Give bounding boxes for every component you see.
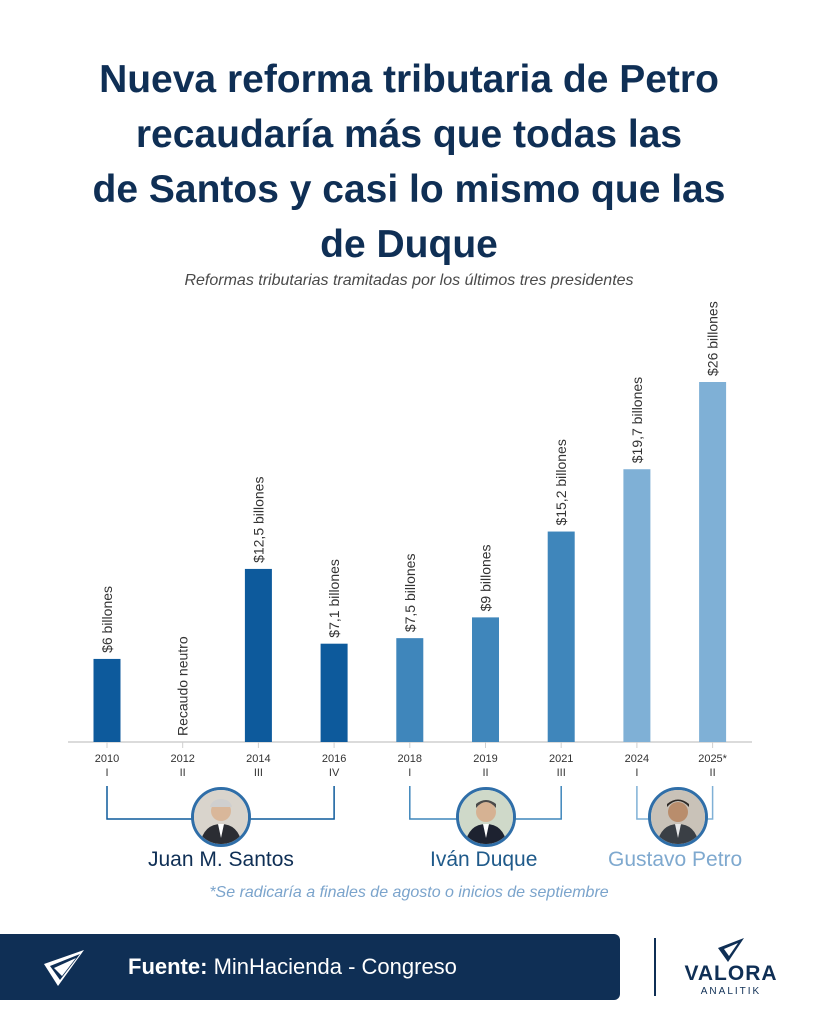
source-label: Fuente: <box>128 954 208 979</box>
brand-sub: ANALITIK <box>700 986 762 997</box>
x-tick-numeral: II <box>710 767 716 779</box>
logo-icon <box>44 950 84 986</box>
title-line: de Santos y casi lo mismo que las <box>92 168 726 211</box>
bar <box>623 469 651 742</box>
title-line: Nueva reforma tributaria de Petro <box>99 58 719 101</box>
duque-label: Iván Duque <box>430 848 538 871</box>
footer-divider <box>654 938 656 996</box>
source-value: MinHacienda - Congreso <box>213 954 457 979</box>
x-tick-numeral: I <box>105 767 108 779</box>
x-tick-numeral: IV <box>329 767 340 779</box>
bar <box>93 658 121 742</box>
santos-avatar <box>191 787 251 847</box>
title-line: de Duque <box>320 223 498 266</box>
bar <box>699 382 727 742</box>
footnote: *Se radicaría a finales de agosto o inic… <box>209 884 609 901</box>
bar-data-label: $15,2 billones <box>553 439 569 525</box>
bar-data-label: Recaudo neutro <box>175 636 191 736</box>
chart-subtitle: Reformas tributarias tramitadas por los … <box>184 272 634 289</box>
x-tick-numeral: II <box>482 767 488 779</box>
bar-data-label: $6 billones <box>99 586 115 653</box>
x-tick-label: 2024 <box>625 753 649 765</box>
x-tick-label: 2025* <box>698 753 727 765</box>
bar-data-label: $9 billones <box>478 544 494 611</box>
x-tick-label: 2016 <box>322 753 346 765</box>
x-tick-label: 2014 <box>246 753 270 765</box>
bar-data-label: $12,5 billones <box>250 477 266 563</box>
x-tick-numeral: III <box>254 767 263 779</box>
bar-data-label: $26 billones <box>705 301 721 376</box>
x-tick-label: 2018 <box>398 753 422 765</box>
x-tick-numeral: III <box>557 767 566 779</box>
chart-title: Nueva reforma tributaria de Petro recaud… <box>40 52 778 272</box>
x-tick-label: 2019 <box>473 753 497 765</box>
x-tick-label: 2010 <box>95 753 119 765</box>
source-text: Fuente: MinHacienda - Congreso <box>128 954 457 980</box>
bar <box>244 568 272 742</box>
bar-data-label: $7,5 billones <box>402 554 418 633</box>
bar-data-label: $19,7 billones <box>629 377 645 463</box>
footer-bar <box>0 934 620 1000</box>
x-tick-numeral: I <box>635 767 638 779</box>
x-tick-numeral: I <box>408 767 411 779</box>
santos-label: Juan M. Santos <box>148 848 294 871</box>
bar <box>547 531 575 742</box>
bar <box>320 643 348 742</box>
petro-label: Gustavo Petro <box>608 848 743 871</box>
petro-avatar <box>648 787 708 847</box>
x-tick-label: 2012 <box>170 753 194 765</box>
bar-data-label: $7,1 billones <box>326 559 342 638</box>
x-tick-label: 2021 <box>549 753 573 765</box>
x-tick-numeral: II <box>180 767 186 779</box>
bar <box>472 617 499 742</box>
duque-avatar <box>456 787 516 847</box>
title-line: recaudaría más que todas las <box>135 113 683 156</box>
brand-name: VALORA <box>684 962 778 985</box>
brand-logo: VALORA ANALITIK <box>676 938 786 997</box>
brand-icon <box>718 938 744 962</box>
bar <box>396 638 424 742</box>
